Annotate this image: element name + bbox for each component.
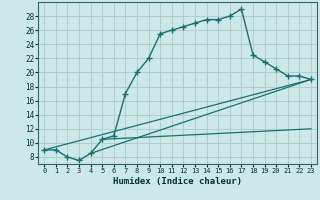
X-axis label: Humidex (Indice chaleur): Humidex (Indice chaleur)	[113, 177, 242, 186]
